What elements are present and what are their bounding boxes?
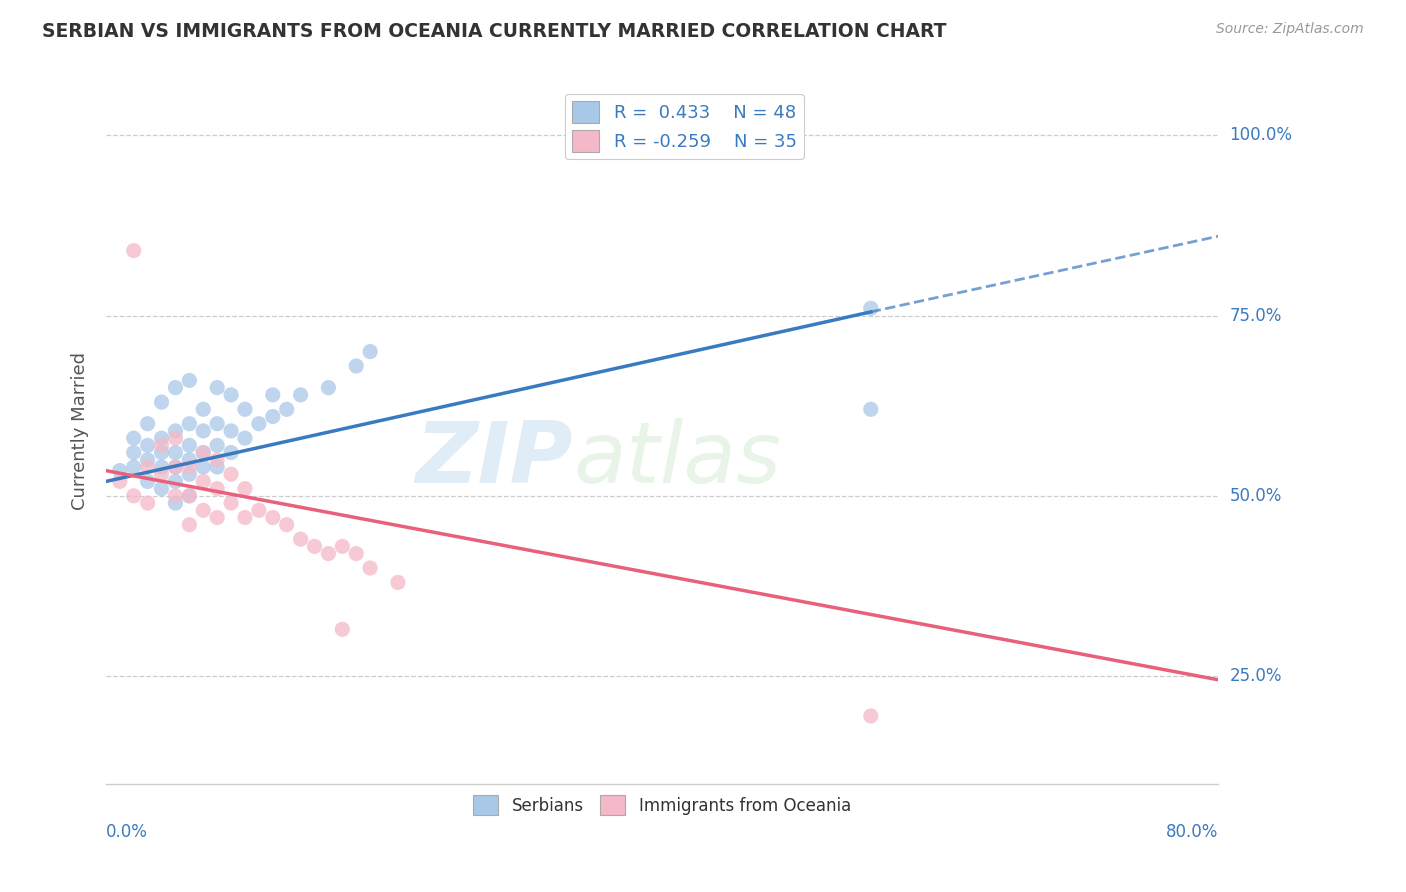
Point: [136, 452, 159, 467]
Text: 100.0%: 100.0%: [1230, 126, 1292, 145]
Point: [290, 388, 312, 402]
Point: [150, 431, 173, 445]
Point: [193, 460, 215, 475]
Y-axis label: Currently Married: Currently Married: [72, 352, 89, 510]
Point: [165, 489, 187, 503]
Text: 80.0%: 80.0%: [1166, 823, 1219, 841]
Point: [122, 460, 145, 475]
Point: [247, 503, 270, 517]
Point: [165, 475, 187, 489]
Point: [219, 388, 242, 402]
Point: [165, 445, 187, 459]
Point: [359, 344, 381, 359]
Point: [193, 475, 215, 489]
Text: 25.0%: 25.0%: [1230, 667, 1282, 685]
Point: [859, 301, 882, 316]
Point: [179, 489, 201, 503]
Point: [122, 431, 145, 445]
Point: [165, 496, 187, 510]
Point: [330, 623, 353, 637]
Point: [179, 517, 201, 532]
Point: [219, 424, 242, 438]
Point: [233, 402, 256, 417]
Point: [150, 445, 173, 459]
Point: [233, 431, 256, 445]
Point: [219, 467, 242, 482]
Point: [205, 460, 228, 475]
Point: [108, 464, 131, 478]
Point: [205, 438, 228, 452]
Point: [387, 575, 409, 590]
Point: [150, 467, 173, 482]
Point: [344, 547, 367, 561]
Point: [233, 510, 256, 524]
Point: [193, 445, 215, 459]
Point: [179, 460, 201, 475]
Text: 0.0%: 0.0%: [105, 823, 148, 841]
Point: [122, 244, 145, 258]
Point: [193, 503, 215, 517]
Point: [262, 510, 284, 524]
Point: [179, 373, 201, 387]
Point: [247, 417, 270, 431]
Text: SERBIAN VS IMMIGRANTS FROM OCEANIA CURRENTLY MARRIED CORRELATION CHART: SERBIAN VS IMMIGRANTS FROM OCEANIA CURRE…: [42, 22, 946, 41]
Point: [276, 517, 298, 532]
Point: [290, 532, 312, 546]
Point: [165, 460, 187, 475]
Point: [859, 709, 882, 723]
Point: [205, 452, 228, 467]
Point: [330, 540, 353, 554]
Point: [318, 547, 340, 561]
Text: atlas: atlas: [574, 417, 782, 500]
Point: [165, 431, 187, 445]
Point: [205, 381, 228, 395]
Point: [304, 540, 326, 554]
Point: [344, 359, 367, 373]
Point: [122, 489, 145, 503]
Point: [136, 496, 159, 510]
Text: 50.0%: 50.0%: [1230, 487, 1282, 505]
Point: [150, 460, 173, 475]
Point: [179, 467, 201, 482]
Point: [318, 381, 340, 395]
Point: [205, 510, 228, 524]
Text: 75.0%: 75.0%: [1230, 307, 1282, 325]
Point: [136, 475, 159, 489]
Text: ZIP: ZIP: [416, 417, 574, 500]
Point: [193, 402, 215, 417]
Point: [205, 417, 228, 431]
Point: [219, 445, 242, 459]
Point: [165, 424, 187, 438]
Point: [150, 438, 173, 452]
Point: [179, 438, 201, 452]
Point: [262, 409, 284, 424]
Point: [193, 445, 215, 459]
Point: [233, 482, 256, 496]
Point: [136, 417, 159, 431]
Point: [262, 388, 284, 402]
Point: [276, 402, 298, 417]
Point: [150, 395, 173, 409]
Point: [219, 496, 242, 510]
Point: [859, 402, 882, 417]
Legend: Serbians, Immigrants from Oceania: Serbians, Immigrants from Oceania: [467, 789, 858, 822]
Point: [165, 460, 187, 475]
Point: [108, 475, 131, 489]
Point: [136, 460, 159, 475]
Point: [179, 452, 201, 467]
Point: [359, 561, 381, 575]
Point: [205, 482, 228, 496]
Text: Source: ZipAtlas.com: Source: ZipAtlas.com: [1216, 22, 1364, 37]
Point: [179, 489, 201, 503]
Point: [165, 381, 187, 395]
Point: [150, 482, 173, 496]
Point: [193, 424, 215, 438]
Point: [179, 417, 201, 431]
Point: [122, 445, 145, 459]
Point: [136, 438, 159, 452]
